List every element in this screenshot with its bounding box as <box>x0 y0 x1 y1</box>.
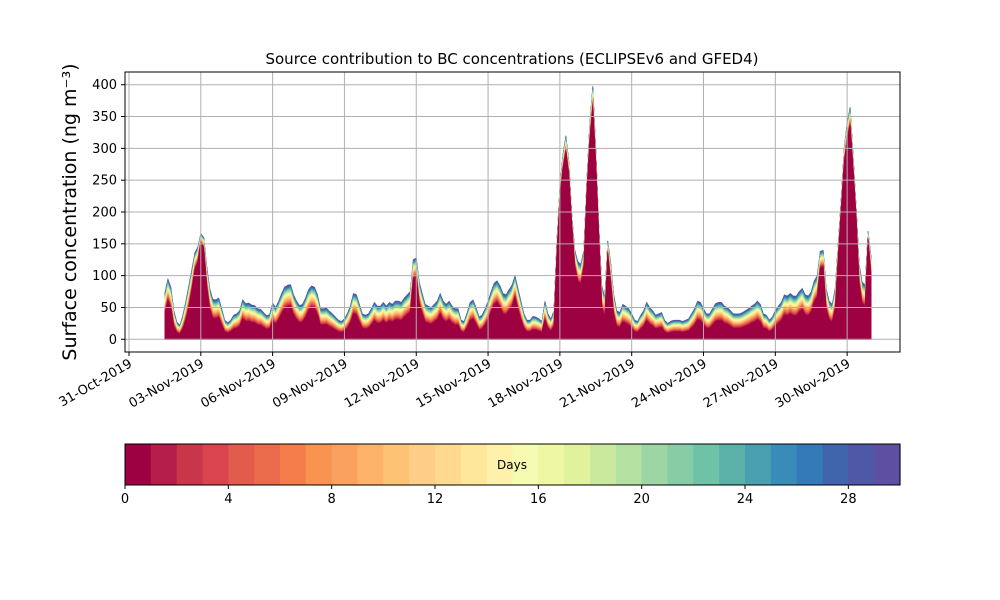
y-tick-label: 100 <box>92 269 117 284</box>
colorbar-label: Days <box>497 458 527 472</box>
y-tick-label: 300 <box>92 142 117 157</box>
colorbar-segment <box>874 444 901 485</box>
x-tick-label: 30-Nov-2019 <box>773 356 853 411</box>
stacked-areas <box>164 85 872 340</box>
colorbar-tick-label: 8 <box>328 492 336 507</box>
y-tick-label: 200 <box>92 206 117 221</box>
colorbar-tick-label: 28 <box>840 492 857 507</box>
colorbar-segment <box>435 444 462 485</box>
colorbar-segment <box>745 444 772 485</box>
chart-title: Source contribution to BC concentrations… <box>265 50 758 68</box>
y-tick-label: 0 <box>109 333 117 348</box>
colorbar-segment <box>280 444 307 485</box>
x-tick-label: 31-Oct-2019 <box>57 356 135 410</box>
colorbar-tick-label: 20 <box>633 492 650 507</box>
colorbar-segment <box>564 444 591 485</box>
colorbar-segment <box>305 444 333 485</box>
colorbar-tick-label: 12 <box>427 492 444 507</box>
colorbar-segment <box>796 444 824 485</box>
colorbar-segment <box>202 444 229 485</box>
y-tick-label: 400 <box>92 78 117 93</box>
colorbar-segment <box>331 444 359 485</box>
colorbar-segment <box>486 444 514 485</box>
y-tick-label: 250 <box>92 174 117 189</box>
colorbar-segment <box>228 444 255 485</box>
x-tick-label: 12-Nov-2019 <box>342 356 422 411</box>
colorbar <box>124 443 901 486</box>
x-tick-label: 27-Nov-2019 <box>701 356 781 411</box>
y-tick-label: 150 <box>92 237 117 252</box>
colorbar-tick-label: 24 <box>737 492 754 507</box>
colorbar-segment <box>383 444 410 485</box>
colorbar-tick-label: 16 <box>530 492 547 507</box>
x-tick-label: 06-Nov-2019 <box>198 356 278 411</box>
colorbar-segment <box>512 444 539 485</box>
colorbar-segment <box>254 444 281 485</box>
y-tick-label: 50 <box>100 301 117 316</box>
colorbar-segment <box>615 444 643 485</box>
x-tick-label: 18-Nov-2019 <box>486 356 566 411</box>
colorbar-segment <box>719 444 746 485</box>
colorbar-segment <box>770 444 798 485</box>
colorbar-segment <box>460 444 488 485</box>
y-axis: 0 50 100 150 200 250 300 350 400 <box>92 78 125 348</box>
age-band-6-area <box>164 100 872 340</box>
colorbar-segment <box>538 444 565 485</box>
colorbar-segment <box>176 444 204 485</box>
y-axis-label: Surface concentration (ng m⁻³) <box>59 63 81 360</box>
colorbar-segment <box>409 444 436 485</box>
colorbar-segment <box>641 444 669 485</box>
colorbar-segment <box>357 444 384 485</box>
x-tick-label: 24-Nov-2019 <box>629 356 709 411</box>
x-tick-label: 09-Nov-2019 <box>270 356 350 411</box>
y-tick-label: 350 <box>92 110 117 125</box>
colorbar-segment <box>667 444 694 485</box>
colorbar-segment <box>693 444 720 485</box>
x-tick-label: 03-Nov-2019 <box>127 356 207 411</box>
colorbar-ticks: 0 4 8 12 16 20 24 28 <box>121 485 857 507</box>
colorbar-segment <box>150 444 178 485</box>
colorbar-segment <box>590 444 617 485</box>
colorbar-tick-label: 4 <box>224 492 232 507</box>
x-tick-label: 15-Nov-2019 <box>414 356 494 411</box>
x-axis: 31-Oct-201903-Nov-201906-Nov-201909-Nov-… <box>57 352 853 411</box>
colorbar-segment <box>848 444 875 485</box>
age-band-0-area <box>164 105 872 340</box>
colorbar-segment <box>822 444 849 485</box>
grid-lines <box>125 72 900 352</box>
colorbar-segment <box>125 444 152 485</box>
colorbar-tick-label: 0 <box>121 492 129 507</box>
colorbar-frame <box>124 443 901 486</box>
x-tick-label: 21-Nov-2019 <box>557 356 637 411</box>
